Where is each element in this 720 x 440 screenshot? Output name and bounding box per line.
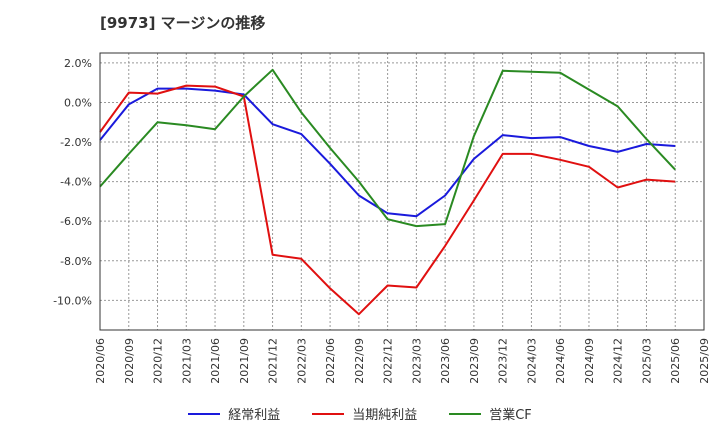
legend-item-series-0: 経常利益 <box>188 404 280 423</box>
x-tick-label: 2024/03 <box>525 338 538 384</box>
x-tick-label: 2022/09 <box>353 338 366 384</box>
legend-item-series-2: 営業CF <box>449 404 532 423</box>
x-tick-label: 2021/09 <box>238 338 251 384</box>
series-line-2 <box>99 68 676 228</box>
x-tick-label: 2025/03 <box>640 338 653 384</box>
y-tick-label: 2.0% <box>64 57 92 70</box>
x-tick-label: 2023/12 <box>497 338 510 384</box>
legend-item-series-1: 当期純利益 <box>312 404 417 423</box>
x-tick-label: 2024/12 <box>612 338 625 384</box>
y-tick-label: -10.0% <box>53 294 92 307</box>
x-tick-label: 2021/12 <box>267 338 280 384</box>
x-tick-label: 2024/06 <box>554 338 567 384</box>
x-tick-label: 2022/03 <box>295 338 308 384</box>
x-tick-label: 2021/03 <box>180 338 193 384</box>
chart-legend: 経常利益 当期純利益 営業CF <box>0 404 720 423</box>
x-tick-label: 2023/09 <box>468 338 481 384</box>
y-tick-label: -4.0% <box>60 176 92 189</box>
x-tick-label: 2024/09 <box>583 338 596 384</box>
y-tick-label: -8.0% <box>60 255 92 268</box>
legend-label-series-2: 営業CF <box>489 408 532 423</box>
x-tick-label: 2020/09 <box>123 338 136 384</box>
series-line-0 <box>99 87 676 218</box>
x-tick-label: 2020/12 <box>152 338 165 384</box>
legend-swatch-series-0 <box>188 412 221 415</box>
legend-swatch-series-2 <box>449 412 482 415</box>
x-tick-label: 2020/06 <box>94 338 107 384</box>
x-tick-label: 2022/06 <box>324 338 337 384</box>
legend-label-series-0: 経常利益 <box>228 408 281 423</box>
series-line-1 <box>99 84 676 316</box>
y-tick-label: 0.0% <box>64 96 92 109</box>
x-tick-label: 2021/06 <box>209 338 222 384</box>
x-tick-label: 2025/06 <box>669 338 682 384</box>
plot-area-border <box>99 52 705 331</box>
chart-title: [9973] マージンの推移 <box>100 14 266 32</box>
y-tick-label: -6.0% <box>60 215 92 228</box>
x-tick-label: 2022/12 <box>382 338 395 384</box>
legend-swatch-series-1 <box>312 412 345 415</box>
x-tick-label: 2025/09 <box>698 338 711 384</box>
x-tick-label: 2023/03 <box>410 338 423 384</box>
legend-label-series-1: 当期純利益 <box>352 408 418 423</box>
x-tick-label: 2023/06 <box>439 338 452 384</box>
y-tick-label: -2.0% <box>60 136 92 149</box>
